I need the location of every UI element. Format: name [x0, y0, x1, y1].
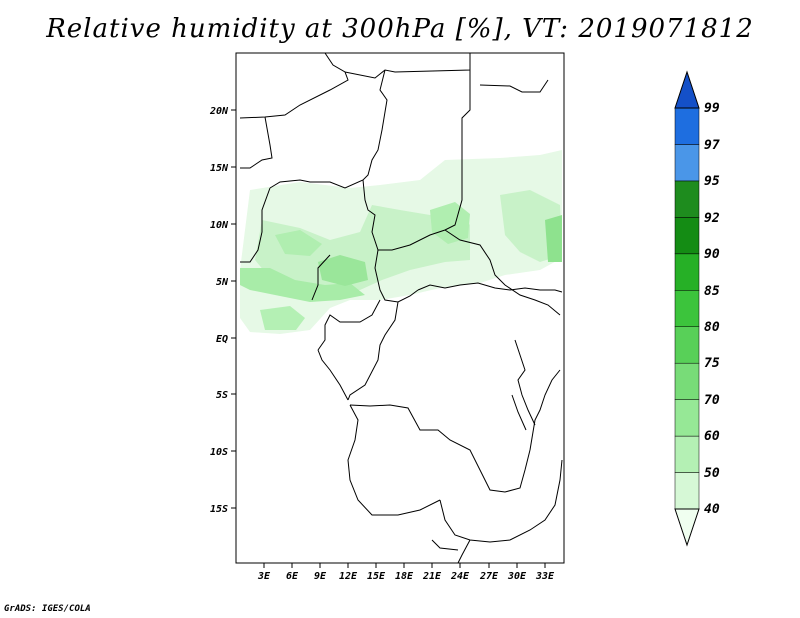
- lat-label: EQ: [216, 334, 228, 345]
- colorbar-swatch: [674, 253, 700, 291]
- colorbar-swatch: [674, 399, 700, 437]
- colorbar-label: 80: [704, 320, 720, 335]
- lat-label: 10S: [210, 447, 228, 458]
- credit-text: GrADS: IGES/COLA: [4, 604, 91, 614]
- colorbar-swatch: [674, 472, 700, 510]
- lon-label: 9E: [314, 571, 327, 582]
- colorbar-swatch: [674, 435, 700, 473]
- colorbar-swatch: [674, 362, 700, 400]
- lon-label: 6E: [286, 571, 299, 582]
- lon-label: 30E: [507, 571, 527, 582]
- lon-axis: 3E 6E 9E 12E 15E 18E 21E 24E 27E 30E 33E: [257, 563, 555, 582]
- colorbar-swatch: [674, 217, 700, 255]
- colorbar: 40 50 60 70 75 80 85 90 92 95 97 99: [674, 70, 720, 547]
- lon-label: 24E: [450, 571, 470, 582]
- colorbar-label: 70: [704, 393, 720, 408]
- lon-label: 21E: [422, 571, 442, 582]
- colorbar-top-arrow: [674, 70, 700, 109]
- colorbar-swatch: [674, 290, 700, 327]
- humidity-field: [240, 150, 562, 334]
- lat-label: 5S: [216, 390, 228, 401]
- map-title: Relative humidity at 300hPa [%], VT: 201…: [46, 14, 754, 44]
- colorbar-label: 90: [704, 247, 720, 262]
- lat-label: 20N: [209, 106, 229, 117]
- lat-label: 10N: [210, 220, 229, 231]
- lon-label: 27E: [479, 571, 499, 582]
- colorbar-label: 75: [704, 356, 720, 371]
- lon-label: 12E: [339, 571, 358, 582]
- colorbar-bottom-arrow: [674, 508, 700, 547]
- lat-label: 15S: [210, 504, 228, 515]
- lon-label: 33E: [535, 571, 555, 582]
- lat-label: 15N: [210, 163, 229, 174]
- colorbar-label: 50: [704, 466, 720, 481]
- lat-axis: 20N 15N 10N 5N EQ 5S 10S 15S: [209, 106, 236, 515]
- colorbar-swatch: [674, 107, 700, 145]
- colorbar-label: 85: [704, 284, 720, 299]
- lon-label: 15E: [367, 571, 386, 582]
- colorbar-swatch: [674, 144, 700, 182]
- colorbar-label: 60: [704, 429, 720, 444]
- colorbar-swatch: [674, 180, 700, 218]
- colorbar-label: 95: [704, 174, 720, 189]
- country-borders: [239, 52, 563, 564]
- colorbar-label: 97: [704, 138, 720, 153]
- lon-label: 18E: [395, 571, 414, 582]
- colorbar-label: 99: [704, 101, 720, 116]
- colorbar-swatch: [674, 326, 700, 364]
- lat-label: 5N: [216, 277, 229, 288]
- colorbar-label: 92: [704, 211, 720, 226]
- colorbar-label: 40: [704, 502, 720, 517]
- lon-label: 3E: [257, 571, 271, 582]
